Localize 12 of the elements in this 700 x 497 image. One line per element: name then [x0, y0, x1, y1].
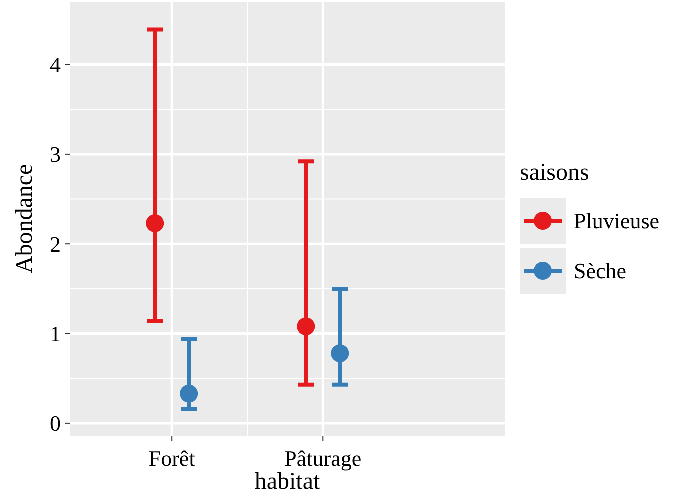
x-axis-title: habitat	[254, 469, 320, 495]
legend-label: Pluvieuse	[574, 208, 660, 234]
y-tick-label: 0	[50, 411, 61, 436]
legend-label: Sèche	[574, 258, 627, 284]
x-tick-label: Pâturage	[284, 446, 362, 471]
y-tick-label: 3	[50, 142, 61, 168]
y-axis-title: Abondance	[12, 164, 38, 274]
x-tick-label: Forêt	[148, 446, 196, 471]
legend-title: saisons	[520, 160, 590, 186]
y-tick-label: 1	[50, 321, 61, 346]
y-tick-label: 2	[50, 232, 61, 257]
y-tick-label: 4	[50, 52, 61, 78]
